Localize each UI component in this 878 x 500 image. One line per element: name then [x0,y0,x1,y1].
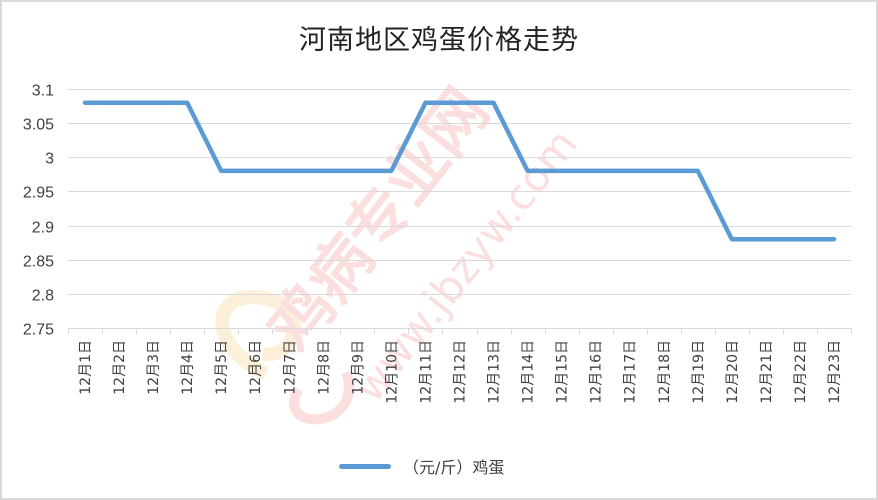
x-tick-label: 12月13日 [487,340,503,404]
x-tick-label: 12月19日 [691,340,707,404]
x-tick-label: 12月6日 [248,340,264,395]
x-tick-label: 12月20日 [725,340,741,404]
x-tick-label: 12月18日 [657,340,673,404]
x-tick-label: 12月2日 [112,340,128,395]
chart-title: 河南地区鸡蛋价格走势 [299,25,579,56]
x-tick-label: 12月22日 [793,340,809,404]
x-tick-label: 12月21日 [759,340,775,404]
x-tick-label: 12月16日 [589,340,605,404]
x-tick-label: 12月11日 [418,340,434,404]
x-tick-label: 12月12日 [453,340,469,404]
series-egg-price [82,100,837,242]
x-axis: 12月1日 12月2日 12月3日 12月4日 12月5日 12月6日 12月7日 12月8日… [68,328,852,404]
y-tick-label: 3.05 [23,117,54,134]
legend: （元/斤）鸡蛋 [339,454,504,478]
x-tick-label: 12月10日 [384,340,400,404]
x-tick-label: 12月15日 [555,340,571,404]
x-tick-label: 12月14日 [521,340,537,404]
y-axis: 3.1 3.05 3 2.95 2.9 2.85 2.8 2.75 [23,83,54,339]
legend-label: （元/斤）鸡蛋 [403,458,505,477]
data-line [82,100,837,242]
y-tick-label: 3.1 [32,83,54,100]
x-tick-label: 12月1日 [78,340,94,395]
y-tick-label: 2.8 [32,288,54,305]
y-tick-label: 2.75 [23,322,54,339]
y-tick-label: 2.9 [32,220,54,237]
y-tick-label: 2.95 [23,185,54,202]
x-tick-label: 12月5日 [214,340,230,395]
x-tick-label: 12月9日 [350,340,366,395]
x-tick-label: 12月7日 [282,340,298,395]
watermark-site-name: 鸡病专业网 [254,75,502,364]
x-tick-label: 12月3日 [146,340,162,395]
x-tick-label: 12月17日 [623,340,639,404]
y-tick-label: 3 [45,151,54,168]
legend-line-swatch [339,463,391,469]
x-tick-label: 12月4日 [180,340,196,395]
x-tick-label: 12月23日 [827,340,843,404]
x-tick-label: 12月8日 [316,340,332,395]
y-tick-label: 2.85 [23,254,54,271]
